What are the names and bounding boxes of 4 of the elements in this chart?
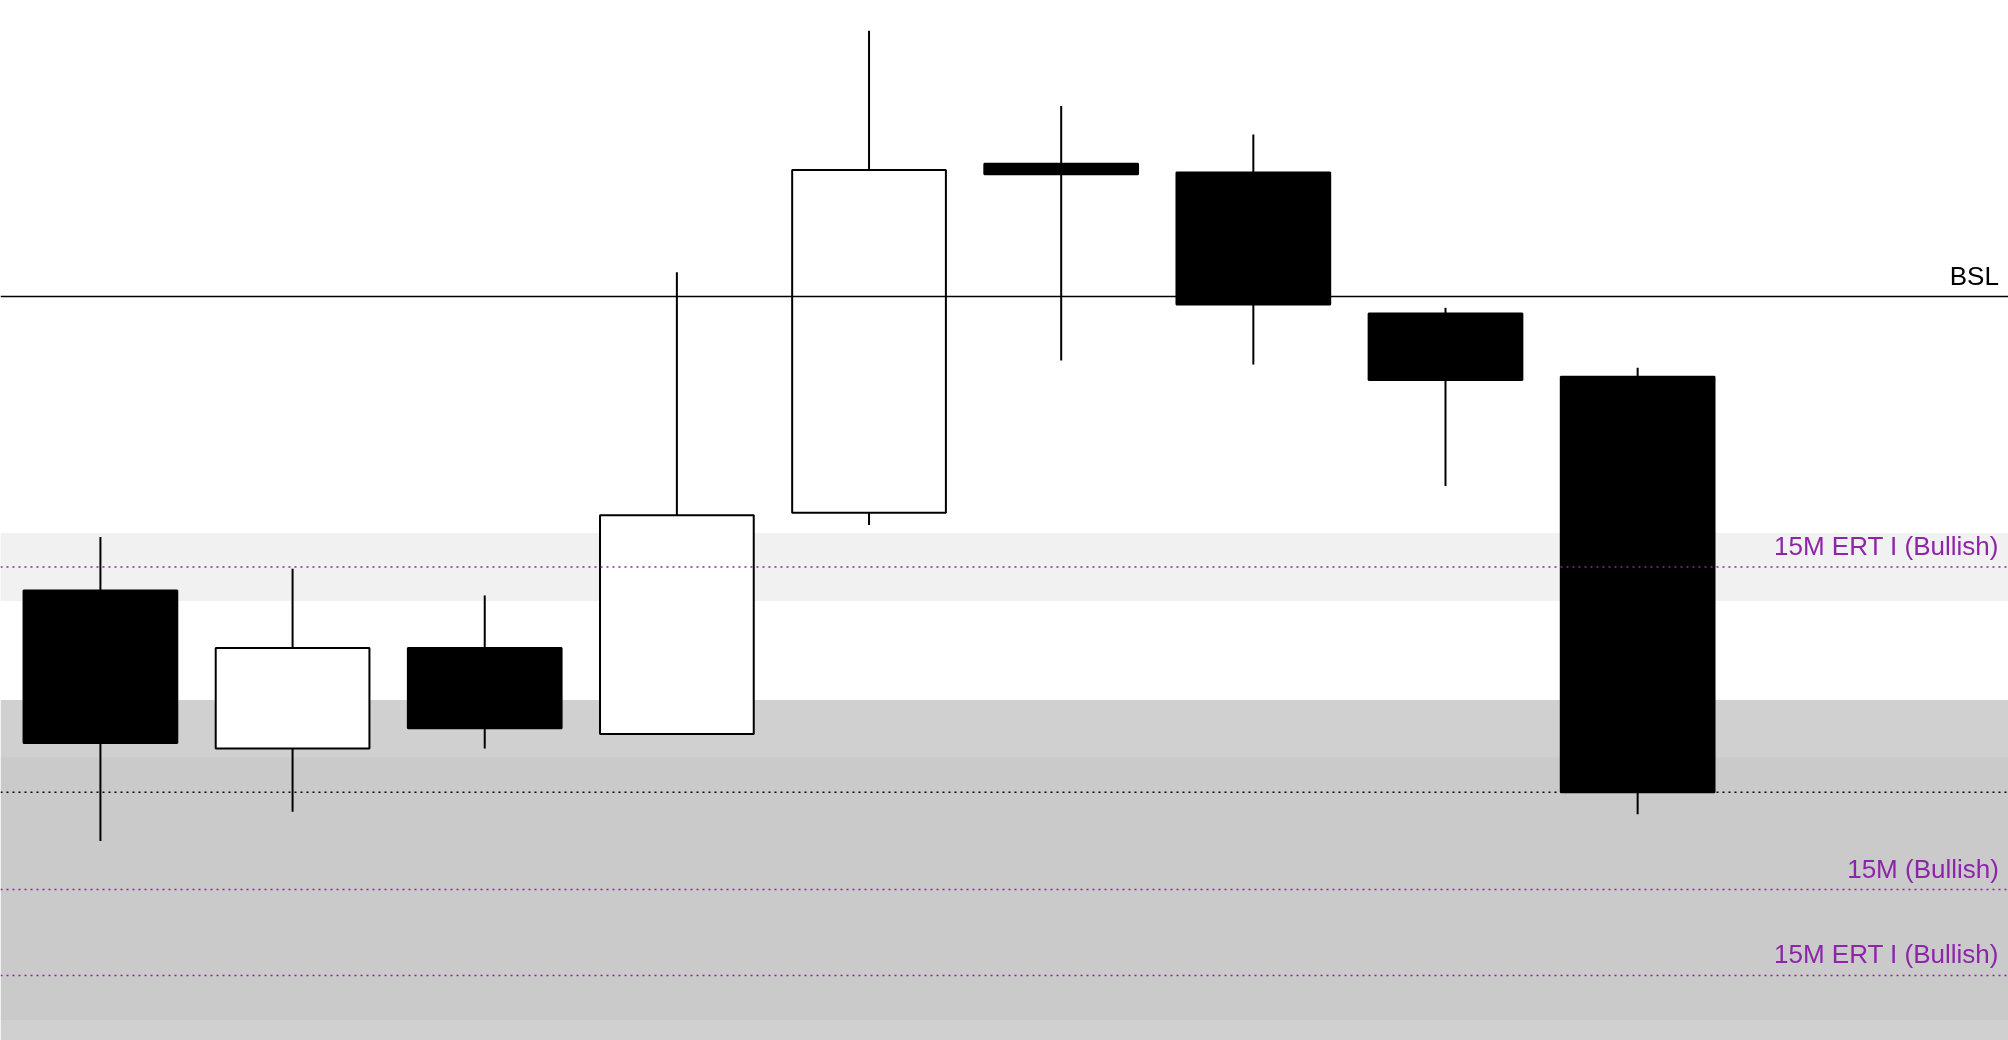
ref-line-label: 15M ERT I (Bullish)	[1773, 939, 1999, 970]
ref-line-label: 15M (Bullish)	[1847, 853, 1999, 884]
ref-line-label: 15M ERT I (Bullish)	[1773, 531, 1999, 562]
ref-line-label: BSL	[1949, 260, 1999, 291]
